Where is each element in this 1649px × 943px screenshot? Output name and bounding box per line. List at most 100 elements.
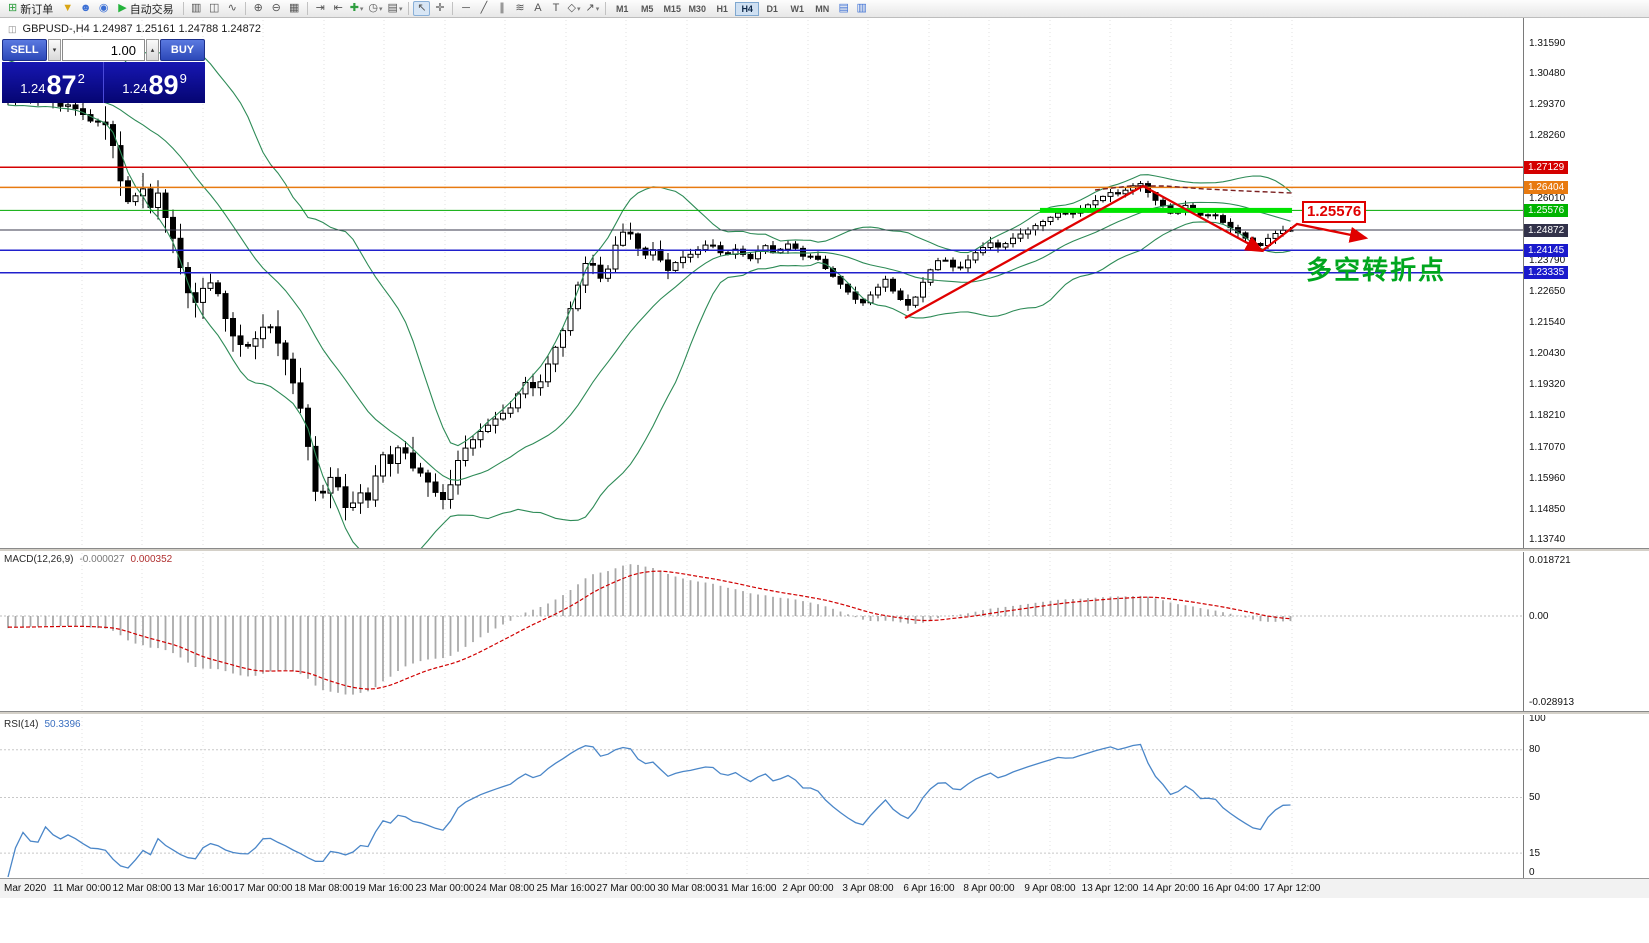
volume-increase-button[interactable]: ▴ (146, 39, 159, 61)
toolbar-separator (452, 2, 454, 15)
price-axis-label: 1.19320 (1529, 379, 1566, 391)
chart-shift-icon: ⇤ (333, 2, 343, 14)
timeframe-M1[interactable]: M1 (615, 3, 629, 14)
zoom-out-icon[interactable]: ⊖ (268, 1, 285, 16)
timeframe-M5[interactable]: M5 (640, 3, 654, 14)
shapes-icon[interactable]: ◇ (565, 1, 582, 16)
time-axis-label: 13 Apr 12:00 (1081, 883, 1139, 894)
rsi-axis-label: 0 (1529, 867, 1535, 878)
tile-windows-icon[interactable]: ▦ (286, 1, 303, 16)
time-axis-label: 18 Mar 08:00 (294, 883, 354, 894)
indicators-icon[interactable]: ✚ (348, 1, 366, 16)
price-axis-label: 1.23790 (1529, 254, 1566, 266)
symbol-ohlc-text: GBPUSD-,H4 1.24987 1.25161 1.24788 1.248… (22, 23, 262, 35)
price-level-badge: 1.25576 (1524, 203, 1569, 217)
periods-icon: ◷ (368, 2, 379, 14)
ask-price[interactable]: 1.24 89 9 (103, 62, 205, 103)
templates-icon[interactable]: ▤ (386, 1, 405, 16)
autotrading-button[interactable]: ▶ 自动交易 (113, 1, 178, 16)
line-chart-icon: ∿ (227, 2, 237, 14)
rsi-axis-label: 15 (1529, 847, 1541, 859)
price-axis-label: 1.14850 (1529, 503, 1566, 515)
candlestick-chart-icon[interactable]: ◫ (206, 1, 223, 16)
price-axis-label: 1.31590 (1529, 37, 1566, 49)
auto-scroll-icon[interactable]: ⇥ (312, 1, 329, 16)
ask-prefix: 1.24 (122, 81, 148, 96)
time-axis-label: 23 Mar 00:00 (415, 883, 475, 894)
time-axis-label: 31 Mar 16:00 (717, 883, 777, 894)
new-order-button[interactable]: ⊞ 新订单 (3, 1, 58, 16)
price-level-badge: 1.24872 (1524, 223, 1569, 237)
chart-window-icon[interactable]: ▤ (838, 2, 849, 14)
time-axis-label: 11 Mar 00:00 (52, 883, 112, 894)
time-axis-label: Mar 2020 (4, 883, 47, 894)
text-icon[interactable]: A (529, 1, 546, 16)
time-axis-label: 3 Apr 08:00 (842, 883, 894, 894)
price-axis-label: 1.21540 (1529, 317, 1566, 329)
zoom-in-icon[interactable]: ⊕ (250, 1, 267, 16)
price-axis-label: 1.28260 (1529, 130, 1566, 142)
shapes-icon: ◇ (567, 2, 576, 14)
volume-input[interactable] (62, 39, 145, 61)
cursor-icon: ↖ (417, 2, 427, 14)
price-level-badge: 1.23335 (1524, 266, 1569, 280)
price-axis-label: 1.15960 (1529, 472, 1566, 484)
bid-price[interactable]: 1.24 87 2 (2, 62, 103, 103)
rsi-axis-label: 80 (1529, 744, 1541, 756)
price-axis-label: 1.20430 (1529, 348, 1566, 360)
arrows-icon[interactable]: ↗ (583, 1, 601, 16)
market-watch-icon: ☻ (79, 2, 92, 14)
macd-main-value: -0.000027 (79, 554, 125, 565)
rsi-header: RSI(14) 50.3396 (4, 719, 81, 730)
bar-chart-icon[interactable]: ▥ (188, 1, 205, 16)
fibonacci-icon[interactable]: ≋ (511, 1, 528, 16)
timeframe-MN[interactable]: MN (815, 3, 830, 14)
cursor-icon[interactable]: ↖ (413, 1, 431, 16)
timeframe-D1[interactable]: D1 (766, 3, 778, 14)
time-axis-label: 2 Apr 00:00 (782, 883, 834, 894)
one-click-trade-panel: SELL ▾ ▴ BUY 1.24 87 2 1.24 89 9 (2, 39, 205, 103)
macd-axis-label: 0.00 (1529, 610, 1549, 622)
timeframe-M30[interactable]: M30 (688, 3, 706, 14)
chart-profile-icon[interactable]: ▼ (59, 1, 76, 16)
candlestick-chart-icon: ◫ (208, 2, 220, 14)
templates-icon: ▤ (387, 2, 398, 14)
bid-pipette: 2 (77, 71, 85, 86)
volume-decrease-button[interactable]: ▾ (48, 39, 61, 61)
panel-splitter[interactable] (0, 711, 1649, 715)
periods-icon[interactable]: ◷ (366, 1, 384, 16)
horizontal-line-icon: ─ (462, 2, 470, 14)
buy-button[interactable]: BUY (160, 39, 205, 61)
price-axis-label: 1.29370 (1529, 99, 1566, 111)
line-chart-icon[interactable]: ∿ (224, 1, 241, 16)
rsi-axis-label: 50 (1529, 792, 1541, 803)
time-axis-label: 14 Apr 20:00 (1142, 883, 1200, 894)
panel-toggle-icon[interactable]: ▥ (856, 2, 867, 14)
timeframe-H4[interactable]: H4 (735, 1, 760, 16)
price-axis-label: 1.30480 (1529, 68, 1566, 80)
text-icon: A (534, 2, 542, 14)
data-window-icon: ◉ (98, 2, 109, 14)
crosshair-icon[interactable]: ✛ (431, 1, 448, 16)
toolbar: ⊞新订单 ▼ ☻ ◉ ▶自动交易 ▥ ◫ ∿ ⊕ ⊖ ▦ ⇥ ⇤ ✚ ◷ ▤ ↖ ✛ ─ ╱ ∥ ≋ AT ◇ ↗ M1 M5 M15… (0, 0, 1649, 18)
trendline-icon[interactable]: ╱ (475, 1, 492, 16)
price-axis[interactable]: 1.31590 1.30480 1.29370 1.28260 1.26010 1.237… (1523, 18, 1649, 878)
chart-shift-icon[interactable]: ⇤ (330, 1, 347, 16)
indicators-icon: ✚ (349, 2, 359, 14)
auto-scroll-icon: ⇥ (315, 2, 325, 14)
horizontal-line-icon[interactable]: ─ (457, 1, 474, 16)
market-watch-icon[interactable]: ☻ (77, 1, 94, 16)
time-axis[interactable]: Mar 2020 11 Mar 00:00 12 Mar 08:00 13 Mar … (0, 878, 1649, 898)
panel-splitter[interactable] (0, 548, 1649, 552)
timeframe-W1[interactable]: W1 (790, 3, 804, 14)
equidistant-channel-icon[interactable]: ∥ (493, 1, 510, 16)
timeframe-M15[interactable]: M15 (663, 3, 681, 14)
sell-button[interactable]: SELL (2, 39, 47, 61)
macd-axis-label: -0.028913 (1529, 696, 1575, 708)
data-window-icon[interactable]: ◉ (95, 1, 112, 16)
price-level-badge: 1.24145 (1524, 243, 1569, 257)
text-label-icon[interactable]: T (547, 1, 564, 16)
price-axis-label: 1.17070 (1529, 441, 1566, 453)
timeframe-H1[interactable]: H1 (716, 3, 728, 14)
